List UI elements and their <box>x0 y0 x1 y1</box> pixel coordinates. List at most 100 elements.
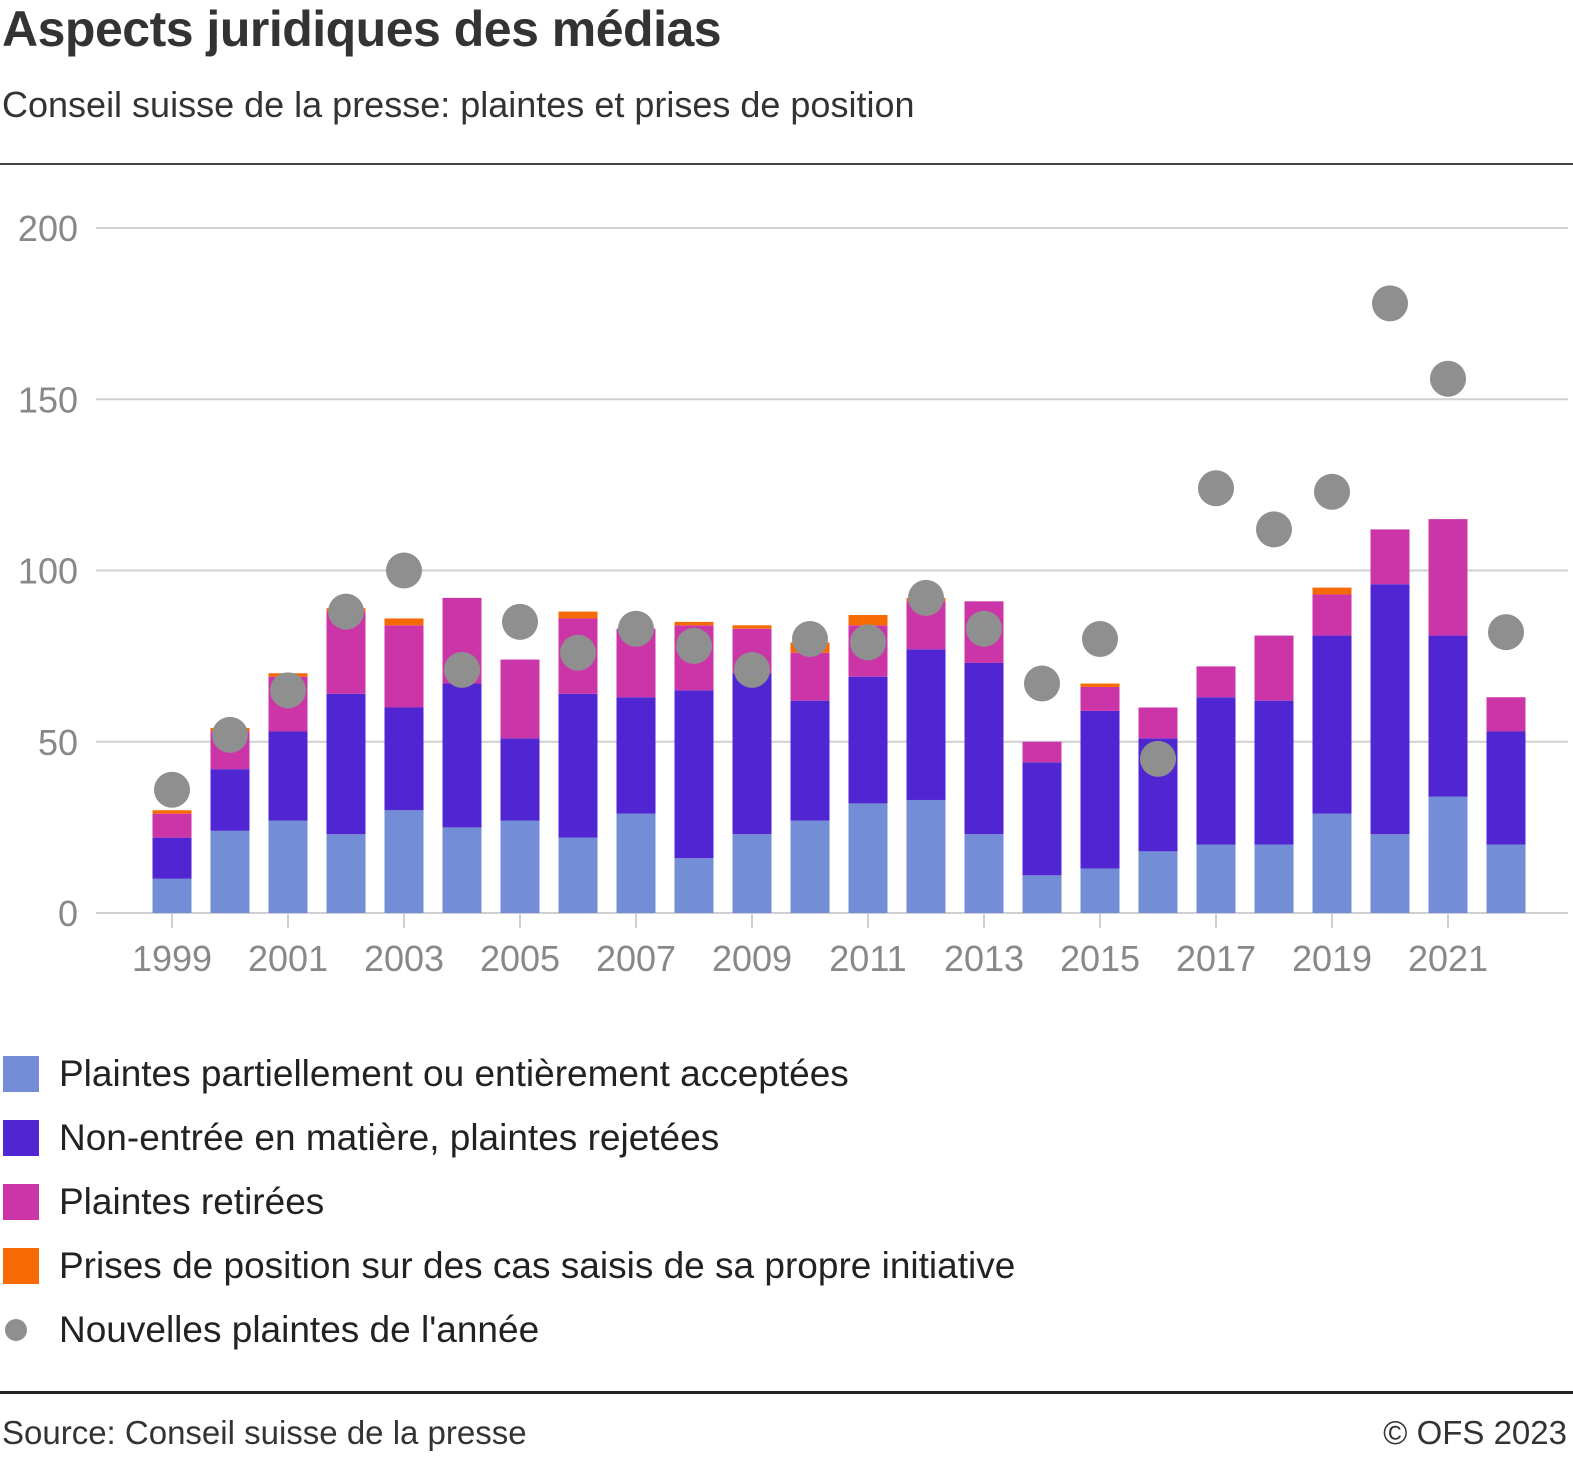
bar-segment <box>848 803 888 913</box>
chart-subtitle: Conseil suisse de la presse: plaintes et… <box>2 84 915 125</box>
bar-segment <box>790 820 830 913</box>
data-point <box>966 610 1002 647</box>
bar-segment <box>1486 697 1526 732</box>
data-point <box>560 634 596 671</box>
stacked-bar-chart: 0 50 100 150 200 1999 2001 2003 2005 2007 2009 201… <box>18 208 1568 979</box>
data-point <box>734 651 770 688</box>
bar-segment <box>268 820 308 913</box>
bar-segment <box>674 621 714 626</box>
data-point <box>1140 740 1176 777</box>
legend-dot-nouvelles-plaintes <box>5 1319 27 1341</box>
x-tick-label: 2017 <box>1176 938 1256 979</box>
bar-segment <box>442 827 482 913</box>
bar-segment <box>1138 707 1178 739</box>
bar-segment <box>1080 868 1120 913</box>
legend-label: Non-entrée en matière, plaintes rejetées <box>59 1117 720 1158</box>
y-tick-label: 100 <box>18 551 78 592</box>
bar-segment <box>1080 686 1120 711</box>
x-tick-label: 1999 <box>132 938 212 979</box>
x-tick-label: 2021 <box>1408 938 1488 979</box>
bar-segment <box>152 810 192 814</box>
bar-segment <box>210 830 250 913</box>
bar-segment <box>1196 844 1236 913</box>
bar-segment <box>1312 594 1352 636</box>
bar-segment <box>1254 635 1294 701</box>
copyright: © OFS 2023 <box>1383 1414 1567 1451</box>
data-point <box>618 610 654 647</box>
bar-segment <box>1138 851 1178 913</box>
bar-segment <box>384 810 424 913</box>
legend-swatch-rejetees <box>3 1120 39 1156</box>
data-point <box>270 672 306 709</box>
legend-label: Nouvelles plaintes de l'année <box>59 1309 540 1350</box>
bar-segment <box>1428 796 1468 913</box>
chart-title: Aspects juridiques des médias <box>2 1 722 57</box>
legend-item-prises-de-position: Prises de position sur des cas saisis de… <box>3 1234 1015 1298</box>
top-divider <box>0 163 1573 165</box>
bar-segment <box>558 611 598 619</box>
bar-segment <box>964 662 1004 835</box>
bar-segment <box>1370 584 1410 835</box>
bar-segment <box>558 837 598 913</box>
bar-segment <box>1196 666 1236 698</box>
data-point <box>1256 511 1292 548</box>
bar-segment <box>1254 700 1294 845</box>
data-point <box>1198 470 1234 507</box>
data-point <box>850 624 886 661</box>
data-point <box>1372 285 1408 322</box>
bar-segment <box>1370 529 1410 585</box>
bar-segment <box>384 707 424 811</box>
bar-segment <box>906 649 946 800</box>
bar-segment <box>848 676 888 804</box>
y-tick-label: 50 <box>38 722 78 763</box>
bar-segment <box>500 820 540 913</box>
bar-segment <box>268 731 308 821</box>
data-point <box>1024 665 1060 702</box>
bar-segment <box>1022 762 1062 876</box>
bar-segment <box>326 834 366 913</box>
legend-label: Prises de position sur des cas saisis de… <box>59 1245 1016 1286</box>
dots <box>154 285 1524 808</box>
x-tick-label: 2013 <box>944 938 1024 979</box>
bar-segment <box>384 625 424 708</box>
bar-segment <box>674 858 714 913</box>
legend: Plaintes partiellement ou entièrement ac… <box>3 1042 1015 1362</box>
bar-segment <box>1312 635 1352 814</box>
y-tick-label: 150 <box>18 379 78 420</box>
bar-segment <box>152 813 192 838</box>
y-tick-label: 0 <box>58 893 78 934</box>
source-note: Source: Conseil suisse de la presse <box>2 1414 527 1451</box>
data-point <box>908 579 944 616</box>
bar-segment <box>384 618 424 626</box>
bar-segment <box>558 693 598 838</box>
legend-item-retirees: Plaintes retirées <box>3 1170 1015 1234</box>
bar-segment <box>674 690 714 859</box>
data-point <box>212 716 248 753</box>
legend-item-rejetees: Non-entrée en matière, plaintes rejetées <box>3 1106 1015 1170</box>
bottom-divider <box>0 1391 1573 1394</box>
bar-segment <box>1486 731 1526 845</box>
x-tick-label: 2011 <box>829 938 906 979</box>
bar-segment <box>1312 813 1352 913</box>
data-point <box>676 627 712 664</box>
x-tick-label: 2015 <box>1060 938 1140 979</box>
bar-segment <box>1022 741 1062 763</box>
data-point <box>1488 614 1524 651</box>
bar-segment <box>732 625 772 629</box>
bar-segment <box>1080 683 1120 687</box>
bar-segment <box>500 659 540 739</box>
bar-segment <box>1370 834 1410 913</box>
bar-segment <box>326 693 366 835</box>
bar-segment <box>210 769 250 831</box>
bar-segment <box>732 834 772 913</box>
bar-segment <box>152 837 192 879</box>
x-tick-label: 2007 <box>596 938 676 979</box>
bar-segment <box>616 697 656 814</box>
x-axis-ticks: 1999 2001 2003 2005 2007 2009 2011 2013 2015 2017… <box>132 913 1488 979</box>
bar-segment <box>1486 844 1526 913</box>
data-point <box>1430 360 1466 397</box>
bar-segment <box>1428 519 1468 636</box>
bar-segment <box>442 683 482 828</box>
bar-segment <box>616 813 656 913</box>
data-point <box>1314 473 1350 510</box>
